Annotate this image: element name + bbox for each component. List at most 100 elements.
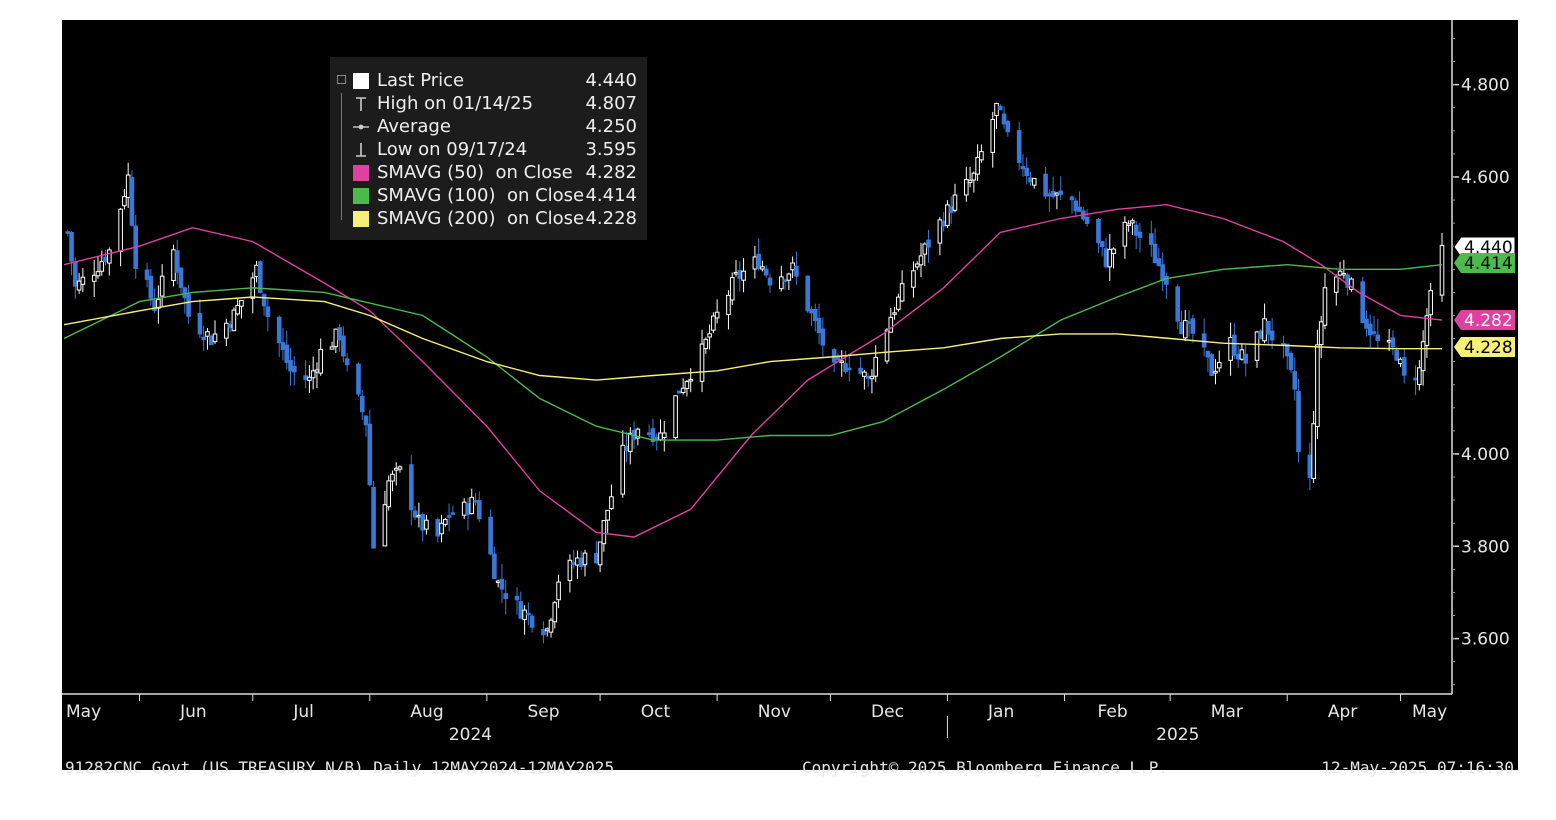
- candle-body: [1292, 371, 1298, 390]
- candle-body: [476, 500, 482, 520]
- candle-body: [1209, 354, 1215, 377]
- candle-body: [1024, 167, 1030, 177]
- candle-body: [873, 357, 878, 377]
- candle-body: [1228, 336, 1233, 361]
- yellow-square-icon: [353, 211, 369, 227]
- legend-value: 4.414: [585, 185, 637, 206]
- candle-body: [356, 363, 361, 395]
- candle-body: [208, 335, 214, 346]
- candle-body: [1122, 221, 1128, 247]
- candle-body: [291, 365, 297, 373]
- candle-body: [239, 299, 244, 307]
- candle-body: [945, 204, 950, 226]
- candle-body: [1043, 173, 1048, 197]
- price-tag-label: 4.282: [1464, 311, 1513, 331]
- candle-body: [1160, 264, 1165, 282]
- candle-body: [103, 256, 108, 263]
- price-tag-label: 4.414: [1464, 254, 1513, 274]
- candle-body: [1058, 190, 1063, 195]
- candle-body: [503, 593, 509, 600]
- candle-body: [714, 311, 720, 319]
- candle-body: [261, 293, 267, 307]
- candle-body: [386, 480, 391, 508]
- candle-body: [1016, 130, 1022, 163]
- candle-body: [1401, 357, 1407, 376]
- candle-body: [1164, 275, 1169, 285]
- sma100-line: [63, 263, 1443, 441]
- candle-body: [499, 578, 505, 590]
- price-tag: [1454, 310, 1515, 330]
- candle-body: [529, 615, 535, 628]
- legend-label: High on 01/14/25: [377, 93, 534, 114]
- x-month-label: Mar: [1211, 702, 1243, 722]
- candle-body: [435, 519, 441, 537]
- candle-body: [922, 243, 928, 255]
- candle-body: [1156, 258, 1162, 266]
- x-month-label: Oct: [641, 702, 671, 722]
- year-label: 2025: [1156, 725, 1199, 745]
- candle-body: [835, 357, 841, 361]
- candle-body: [805, 275, 811, 312]
- candle-body: [1107, 249, 1113, 268]
- price-tag: [1454, 253, 1515, 273]
- candle-body: [284, 344, 290, 363]
- candle-body: [99, 261, 105, 272]
- candle-body: [329, 346, 335, 350]
- candle-body: [556, 581, 561, 601]
- candle-body: [911, 270, 916, 288]
- candle-body: [1005, 121, 1011, 133]
- candle-body: [1073, 200, 1079, 212]
- legend-row-average: Average 4.250: [330, 116, 647, 139]
- high-marker-icon: [356, 97, 366, 111]
- candle-body: [1284, 343, 1290, 357]
- candle-body: [914, 263, 920, 268]
- candle-body: [1439, 244, 1445, 296]
- legend-value: 3.595: [585, 139, 637, 160]
- candle-body: [926, 239, 931, 248]
- candle-body: [1266, 320, 1271, 335]
- candle-body: [711, 315, 716, 331]
- candle-body: [1130, 220, 1135, 224]
- legend-row-last-price: Last Price 4.440: [330, 70, 647, 93]
- candle-body: [684, 381, 690, 389]
- legend-row-high: High on 01/14/25 4.807: [330, 93, 647, 116]
- candle-body: [1349, 278, 1354, 290]
- candle-body: [816, 317, 822, 334]
- candle-body: [307, 376, 312, 381]
- candle-body: [884, 329, 890, 362]
- legend-row-low: Low on 09/17/24 3.595: [330, 139, 647, 162]
- candle-body: [1364, 318, 1369, 329]
- legend-value: 4.228: [585, 208, 637, 229]
- candle-body: [677, 390, 682, 394]
- candle-body: [1175, 286, 1181, 322]
- x-month-label: May: [66, 702, 101, 722]
- candle-body: [212, 333, 218, 343]
- candle-body: [888, 316, 894, 333]
- x-month-label: Aug: [410, 702, 443, 722]
- candle-body: [1337, 270, 1343, 276]
- candle-body: [699, 343, 705, 382]
- candle-body: [786, 273, 792, 281]
- y-tick-label: 4.600: [1461, 168, 1510, 188]
- price-chart: 3.600 3.800 4.000 4.600 4.800 May Jun Jul Aug Sep…: [62, 20, 1516, 745]
- candle-body: [831, 349, 837, 363]
- candle-body: [69, 231, 74, 262]
- candle-body: [994, 102, 999, 116]
- candle-body: [224, 322, 229, 339]
- candle-body: [620, 444, 626, 495]
- candle-body: [129, 177, 135, 226]
- candle-body: [1069, 196, 1075, 201]
- candle-body: [899, 283, 905, 302]
- legend-row-sma200: SMAVG (200) on Close 4.228: [330, 208, 647, 231]
- legend-tree-line: [341, 162, 342, 185]
- candle-body: [601, 520, 607, 545]
- candle-body: [341, 335, 346, 357]
- candle-body: [1371, 331, 1377, 334]
- candle-body: [495, 580, 501, 583]
- candle-body: [258, 261, 263, 293]
- candle-body: [654, 436, 660, 440]
- candle-body: [729, 277, 735, 301]
- candle-body: [680, 387, 686, 394]
- candle-body: [635, 428, 641, 439]
- year-label: 2024: [449, 725, 492, 745]
